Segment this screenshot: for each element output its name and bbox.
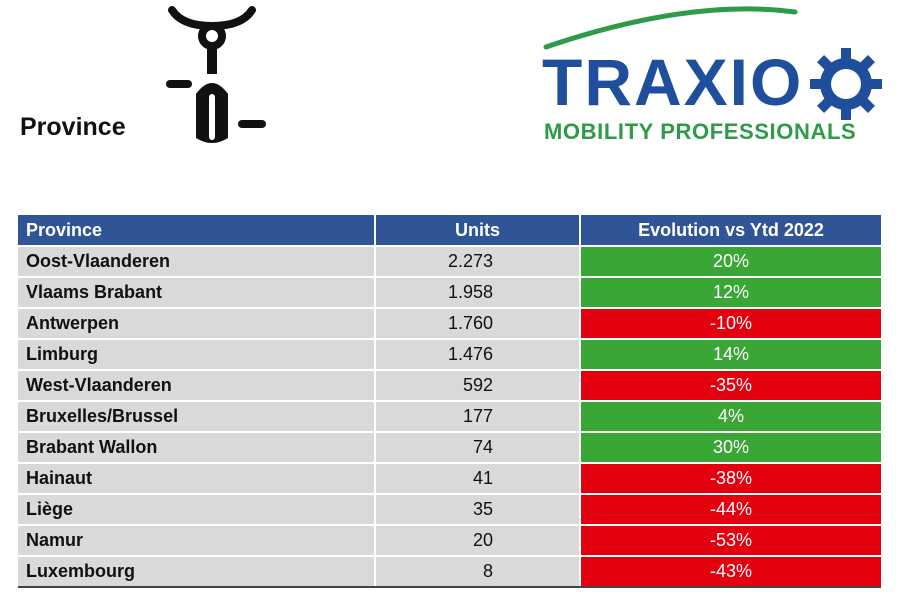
evolution-cell: 20% [580, 245, 881, 277]
evolution-cell: -35% [580, 369, 881, 401]
units-cell: 35 [375, 493, 581, 525]
evolution-cell: -44% [580, 493, 881, 525]
province-cell: Hainaut [18, 462, 376, 494]
province-cell: West-Vlaanderen [18, 369, 376, 401]
units-cell: 177 [375, 400, 581, 432]
province-cell: Brabant Wallon [18, 431, 376, 463]
evolution-cell: -38% [580, 462, 881, 494]
header-units: Units [375, 215, 581, 246]
table-row: Limburg 1.476 14% [18, 338, 881, 370]
table-row: Oost-Vlaanderen 2.273 20% [18, 245, 881, 277]
evolution-cell: 14% [580, 338, 881, 370]
scooter-icon [166, 6, 266, 143]
table-header-row: Province Units Evolution vs Ytd 2022 [18, 215, 881, 246]
header-evolution: Evolution vs Ytd 2022 [580, 215, 881, 246]
province-cell: Liège [18, 493, 376, 525]
evolution-cell: -43% [580, 555, 881, 588]
province-cell: Antwerpen [18, 307, 376, 339]
table-row: Vlaams Brabant 1.958 12% [18, 276, 881, 308]
table-row: Hainaut 41 -38% [18, 462, 881, 494]
province-table: Province Units Evolution vs Ytd 2022 Oos… [18, 215, 881, 588]
table-row: Brabant Wallon 74 30% [18, 431, 881, 463]
logo-wordmark: TRAXIO [542, 45, 804, 119]
table-row: Namur 20 -53% [18, 524, 881, 556]
units-cell: 41 [375, 462, 581, 494]
table-row: Antwerpen 1.760 -10% [18, 307, 881, 339]
units-cell: 74 [375, 431, 581, 463]
logo-tagline: MOBILITY PROFESSIONALS [544, 119, 857, 144]
table-row: Liège 35 -44% [18, 493, 881, 525]
page-title: Province [20, 113, 126, 141]
evolution-cell: 4% [580, 400, 881, 432]
evolution-cell: -10% [580, 307, 881, 339]
evolution-cell: 30% [580, 431, 881, 463]
units-cell: 2.273 [375, 245, 581, 277]
header-province: Province [18, 215, 376, 246]
evolution-cell: -53% [580, 524, 881, 556]
units-cell: 592 [375, 369, 581, 401]
table-row: West-Vlaanderen 592 -35% [18, 369, 881, 401]
province-cell: Namur [18, 524, 376, 556]
province-cell: Limburg [18, 338, 376, 370]
logo-swoosh [543, 6, 798, 50]
units-cell: 1.760 [375, 307, 581, 339]
table-row: Bruxelles/Brussel 177 4% [18, 400, 881, 432]
units-cell: 1.958 [375, 276, 581, 308]
province-cell: Oost-Vlaanderen [18, 245, 376, 277]
province-cell: Bruxelles/Brussel [18, 400, 376, 432]
table-row: Luxembourg 8 -43% [18, 555, 881, 588]
units-cell: 8 [375, 555, 581, 588]
traxio-logo: TRAXIO MOBILITY PROFESSIONALS [540, 2, 885, 150]
gear-icon [810, 48, 882, 120]
province-cell: Luxembourg [18, 555, 376, 588]
units-cell: 1.476 [375, 338, 581, 370]
evolution-cell: 12% [580, 276, 881, 308]
province-cell: Vlaams Brabant [18, 276, 376, 308]
units-cell: 20 [375, 524, 581, 556]
